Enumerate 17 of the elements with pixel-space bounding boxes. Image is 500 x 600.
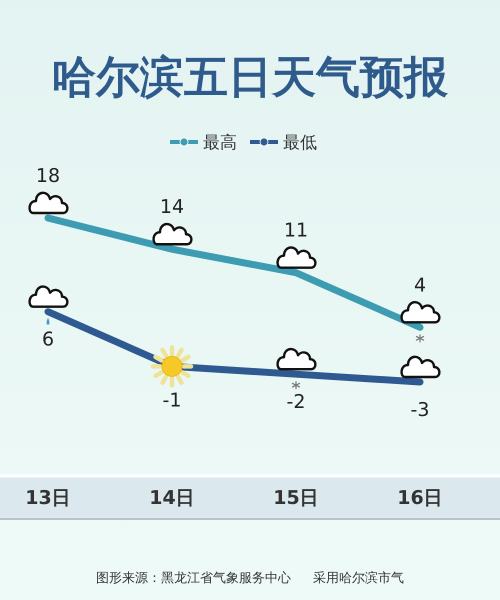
x-tick-label: 13日 — [25, 487, 71, 509]
data-label: -2 — [286, 391, 306, 414]
text: 采用哈尔滨市气 — [313, 570, 404, 586]
text: 图形来源：黑龙江省气象服务中心 — [96, 570, 291, 586]
chart-title: 哈尔滨五日天气预报 — [52, 52, 449, 103]
legend-label: 最高 — [203, 133, 237, 153]
data-label: 11 — [284, 220, 308, 242]
data-label: 4 — [414, 274, 426, 296]
data-label: 18 — [36, 165, 60, 187]
data-label: -3 — [410, 399, 430, 421]
x-tick-label: 14日 — [149, 487, 195, 509]
x-tick-label: 16日 — [397, 487, 443, 509]
data-label: 6 — [42, 328, 54, 351]
data-label: 14 — [160, 196, 184, 218]
x-tick-label: 15日 — [273, 487, 319, 509]
data-label: -1 — [162, 389, 182, 412]
legend-label: 最低 — [283, 133, 317, 153]
